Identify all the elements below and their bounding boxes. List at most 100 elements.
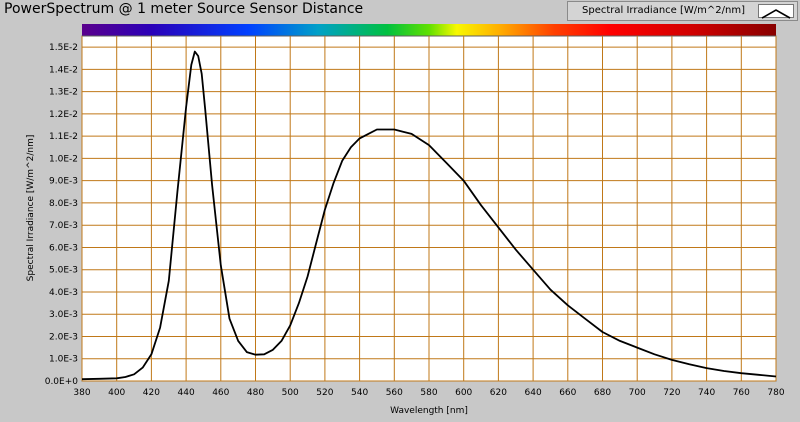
data-point <box>185 106 187 108</box>
series-line <box>81 50 777 381</box>
data-point <box>705 367 707 369</box>
data-point <box>463 179 465 181</box>
data-point <box>775 375 777 377</box>
y-tick-label: 1.2E-2 <box>49 110 78 120</box>
data-point <box>116 377 118 379</box>
y-axis-title: Spectral Irradiance [W/m^2/nm] <box>26 135 36 282</box>
data-point <box>298 302 300 304</box>
data-point <box>358 137 360 139</box>
x-tick-label: 600 <box>455 388 472 398</box>
chart-title: PowerSpectrum @ 1 meter Source Sensor Di… <box>4 1 364 17</box>
data-point <box>211 184 213 186</box>
y-tick-label: 1.4E-2 <box>49 65 78 75</box>
x-tick-label: 780 <box>767 388 784 398</box>
x-tick-label: 520 <box>316 388 333 398</box>
y-tick-label: 6.0E-3 <box>49 243 78 253</box>
data-point <box>142 366 144 368</box>
data-point <box>653 353 655 355</box>
data-point <box>636 346 638 348</box>
x-tick-label: 580 <box>420 388 437 398</box>
data-point <box>176 191 178 193</box>
data-point <box>204 108 206 110</box>
x-tick-label: 460 <box>212 388 229 398</box>
data-point <box>350 146 352 148</box>
x-tick-label: 540 <box>351 388 368 398</box>
data-point <box>194 50 196 52</box>
data-point <box>228 317 230 319</box>
data-point <box>324 208 326 210</box>
x-tick-label: 480 <box>247 388 264 398</box>
data-point <box>402 131 404 133</box>
data-point <box>532 269 534 271</box>
data-point <box>133 373 135 375</box>
y-tick-label: 1.5E-2 <box>49 43 78 53</box>
x-tick-label: 660 <box>559 388 576 398</box>
x-tick-label: 420 <box>143 388 160 398</box>
data-point <box>289 324 291 326</box>
x-tick-label: 380 <box>73 388 90 398</box>
data-point <box>190 64 192 66</box>
data-point <box>263 353 265 355</box>
data-point <box>480 204 482 206</box>
data-point <box>237 340 239 342</box>
y-tick-label: 7.0E-3 <box>49 221 78 231</box>
data-point <box>201 73 203 75</box>
x-tick-label: 680 <box>594 388 611 398</box>
data-point <box>515 248 517 250</box>
data-point <box>150 353 152 355</box>
data-point <box>601 331 603 333</box>
y-tick-label: 5.0E-3 <box>49 266 78 276</box>
data-point <box>341 159 343 161</box>
y-tick-label: 4.0E-3 <box>49 288 78 298</box>
x-tick-label: 700 <box>629 388 646 398</box>
data-point <box>428 144 430 146</box>
x-tick-label: 560 <box>386 388 403 398</box>
data-point <box>168 280 170 282</box>
data-point <box>497 226 499 228</box>
data-point <box>254 354 256 356</box>
data-point <box>740 372 742 374</box>
x-tick-label: 440 <box>178 388 195 398</box>
x-tick-label: 500 <box>282 388 299 398</box>
y-tick-label: 0.0E+0 <box>45 377 79 387</box>
data-point <box>306 275 308 277</box>
y-tick-label: 3.0E-3 <box>49 310 78 320</box>
x-tick-label: 400 <box>108 388 125 398</box>
data-point <box>567 304 569 306</box>
data-point <box>549 289 551 291</box>
data-point <box>723 370 725 372</box>
data-point <box>384 128 386 130</box>
data-point <box>584 317 586 319</box>
data-point <box>220 264 222 266</box>
spectrum-color-bar <box>82 24 776 36</box>
data-point <box>272 349 274 351</box>
y-tick-label: 2.0E-3 <box>49 332 78 342</box>
grid <box>81 36 777 382</box>
data-point <box>619 340 621 342</box>
data-point <box>315 242 317 244</box>
y-tick-label: 1.3E-2 <box>49 88 78 98</box>
y-tick-label: 8.0E-3 <box>49 199 78 209</box>
y-tick-label: 9.0E-3 <box>49 177 78 187</box>
x-tick-label: 620 <box>490 388 507 398</box>
legend-label: Spectral Irradiance [W/m^2/nm] <box>582 5 745 16</box>
y-axis-ticks: 0.0E+0 1.0E-3 2.0E-3 3.0E-3 4.0E-3 5.0E-3 6.0E… <box>45 43 79 387</box>
data-point <box>410 133 412 135</box>
legend[interactable]: Spectral Irradiance [W/m^2/nm] <box>567 1 798 21</box>
x-axis-ticks: 380 400 420 440 460 480 500 520 540 560 580 600 620 6… <box>73 388 784 398</box>
data-point <box>124 376 126 378</box>
data-point <box>81 378 83 380</box>
data-point <box>445 162 447 164</box>
line-plot-swatch-icon <box>758 4 794 19</box>
data-point <box>332 182 334 184</box>
data-point <box>98 378 100 380</box>
trace-layer <box>81 50 777 381</box>
data-point <box>757 374 759 376</box>
x-axis-title: Wavelength [nm] <box>390 406 468 416</box>
data-point <box>159 326 161 328</box>
data-point <box>393 128 395 130</box>
data-point <box>197 55 199 57</box>
data-point <box>367 133 369 135</box>
data-point <box>688 363 690 365</box>
